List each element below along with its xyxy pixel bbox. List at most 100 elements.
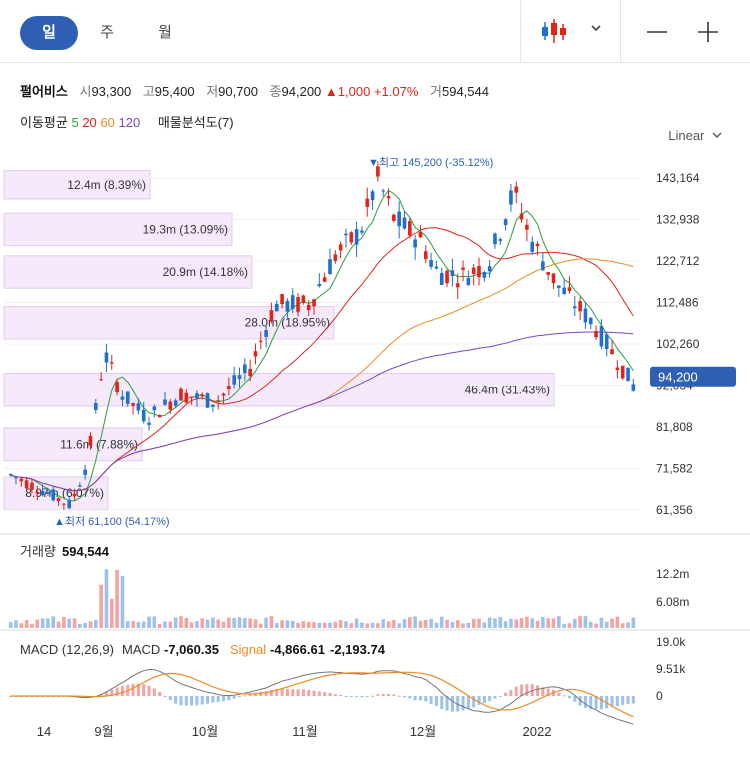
ma-legend[interactable]: 이동평균 5 20 60 120 매물분석도(7) (20, 112, 234, 131)
candle (115, 379, 119, 396)
macd-histogram-bar (546, 688, 550, 696)
macd-histogram-bar (328, 692, 332, 696)
volume-bar (439, 616, 444, 628)
volume-bar (333, 621, 338, 628)
plus-icon[interactable] (697, 21, 719, 43)
candle-body (221, 393, 226, 396)
volume-bar (594, 623, 598, 628)
volume-bar (104, 569, 109, 628)
candle (541, 252, 545, 271)
candle (312, 298, 316, 315)
macd-histogram-bar (520, 684, 524, 696)
volume-bar (285, 620, 290, 628)
candle-body (195, 393, 199, 399)
macd-histogram-bar (104, 691, 108, 696)
volume-bar (51, 616, 56, 628)
candle-body (136, 403, 141, 411)
candlestick-icon[interactable] (540, 18, 570, 44)
last-price-label: 94,200 (658, 370, 698, 385)
volume-bar (296, 622, 300, 628)
volume-bar (620, 623, 625, 628)
stock-name: 펄어비스 (20, 84, 68, 99)
volume-bar (216, 619, 221, 628)
candle (243, 358, 247, 381)
macd-histogram-bar (477, 696, 481, 705)
macd-histogram-bar (504, 692, 508, 696)
candle (562, 278, 566, 295)
time-axis-label: 9월 (94, 724, 113, 739)
candle-body (392, 214, 396, 221)
volume-tick-label: 6.08m (656, 595, 689, 609)
candle (211, 404, 215, 413)
time-axis: 14 9월 10월 11월 12월 2022 (37, 724, 552, 739)
candle-body (56, 498, 61, 502)
macd-histogram-bar (227, 696, 231, 700)
tab-monthly[interactable]: 월 (158, 24, 172, 41)
volume-bar (376, 623, 380, 628)
volume-bar (173, 617, 178, 628)
candle-body (115, 382, 119, 393)
tab-daily[interactable]: 일 (20, 16, 78, 50)
candle (51, 486, 56, 502)
macd-histogram-bar (312, 690, 316, 696)
candle (205, 392, 210, 409)
volume-bar (205, 619, 210, 628)
price-tick-label: 112,486 (656, 296, 699, 310)
candle (365, 187, 370, 217)
candle (221, 392, 226, 404)
candle-body (487, 266, 492, 272)
macd-histogram-bar (349, 696, 353, 697)
candle (599, 319, 604, 350)
volume-bar (583, 616, 588, 628)
macd-histogram-bar (344, 696, 348, 697)
macd-histogram-bar (9, 696, 13, 697)
macd-histogram-bar (371, 695, 375, 697)
macd-panel: MACD (12,26,9) MACD -7,060.35 Signal -4,866.… (0, 629, 750, 725)
candle (317, 273, 322, 288)
candle (631, 378, 636, 392)
volume-bar (189, 622, 194, 628)
candle-body (434, 266, 439, 269)
chevron-down-icon[interactable] (590, 24, 602, 34)
candle (344, 228, 348, 248)
volume-bar (402, 619, 407, 628)
candle-body (200, 394, 205, 397)
minus-icon[interactable] (646, 22, 668, 42)
candle (147, 416, 151, 431)
candle (370, 189, 375, 210)
stock-chart[interactable]: 12.4m (8.39%) 19.3m (13.09%) 20.9m (14.18%… (0, 150, 750, 770)
candle (253, 343, 258, 365)
candle-body (626, 367, 630, 382)
candle-body (168, 401, 173, 410)
candle-body (455, 283, 460, 288)
candle-body (381, 190, 386, 192)
candle (99, 372, 103, 382)
scale-selector[interactable]: Linear (668, 128, 722, 143)
candle (189, 396, 194, 405)
macd-histogram-bar (142, 684, 146, 696)
candle-body (232, 375, 236, 385)
macd-histogram-bar (136, 683, 140, 696)
candle-body (477, 265, 481, 278)
ma-label: 이동평균 (20, 115, 68, 130)
volume-bar (338, 620, 343, 628)
candle (610, 340, 614, 355)
macd-histogram-bar (493, 696, 497, 699)
volume-bar (301, 621, 306, 628)
volume-bar (78, 623, 82, 628)
volume-bar (274, 623, 279, 628)
chart-toolbar: 일 주 월 (0, 0, 750, 63)
volume-bar (328, 622, 332, 628)
price-tick-label: 132,938 (656, 213, 700, 227)
candle (487, 260, 492, 278)
macd-histogram-bar (567, 696, 571, 699)
volume-profile-label: 19.3m (13.09%) (143, 222, 228, 236)
candle (519, 202, 524, 223)
volume-bar (578, 616, 582, 628)
volume-profile-label: 매물분석도(7) (157, 115, 234, 130)
tab-weekly[interactable]: 주 (100, 24, 114, 41)
volume-bar (525, 616, 529, 628)
macd-histogram-bar (291, 689, 295, 696)
macd-histogram-bar (323, 692, 327, 696)
candle-body (498, 239, 503, 241)
